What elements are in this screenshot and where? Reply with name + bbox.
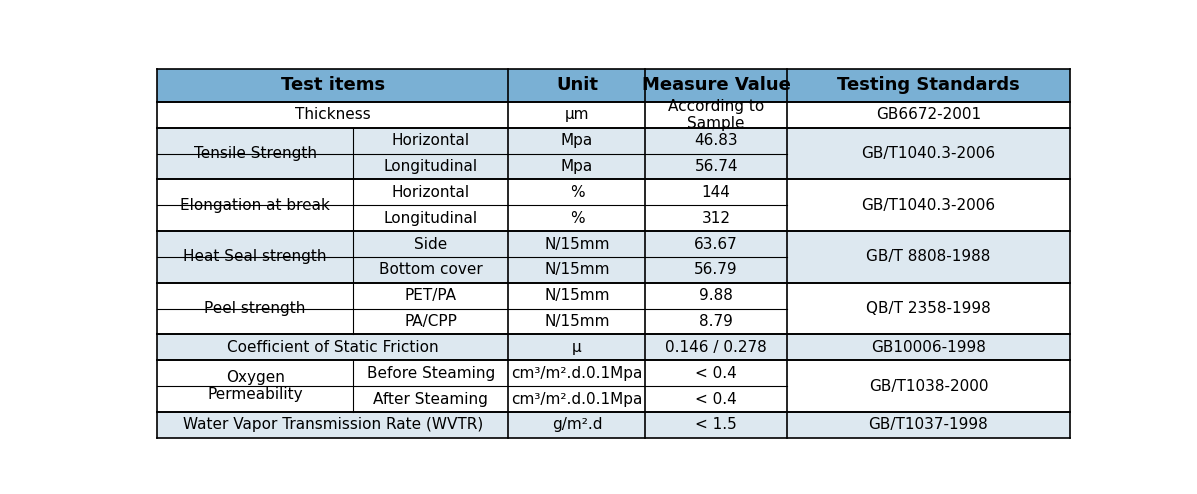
Text: Horizontal: Horizontal [391, 133, 470, 148]
Text: μ: μ [572, 340, 582, 355]
Text: Longitudinal: Longitudinal [384, 159, 478, 174]
Text: According to
Sample: According to Sample [668, 99, 764, 131]
Text: 56.74: 56.74 [694, 159, 737, 174]
Text: GB/T1040.3-2006: GB/T1040.3-2006 [862, 198, 996, 213]
Text: GB6672-2001: GB6672-2001 [876, 107, 982, 123]
Text: N/15mm: N/15mm [545, 262, 609, 277]
Text: Elongation at break: Elongation at break [181, 198, 330, 213]
Text: g/m².d: g/m².d [552, 417, 602, 432]
Text: Oxygen
Permeability: Oxygen Permeability [207, 370, 303, 402]
Text: cm³/m².d.0.1Mpa: cm³/m².d.0.1Mpa [511, 392, 643, 407]
Polygon shape [645, 69, 786, 102]
Text: Test items: Test items [281, 77, 384, 94]
Text: Horizontal: Horizontal [391, 185, 470, 200]
Polygon shape [157, 69, 509, 102]
Text: μm: μm [565, 107, 589, 123]
Text: Mpa: Mpa [561, 159, 593, 174]
Text: GB/T1040.3-2006: GB/T1040.3-2006 [862, 146, 996, 161]
Text: Before Steaming: Before Steaming [366, 366, 496, 381]
Polygon shape [157, 360, 1070, 412]
Text: Peel strength: Peel strength [205, 301, 306, 316]
Polygon shape [157, 102, 1070, 128]
Text: 9.88: 9.88 [699, 288, 733, 303]
Text: N/15mm: N/15mm [545, 288, 609, 303]
Text: Coefficient of Static Friction: Coefficient of Static Friction [227, 340, 438, 355]
Text: < 0.4: < 0.4 [695, 366, 737, 381]
Text: cm³/m².d.0.1Mpa: cm³/m².d.0.1Mpa [511, 366, 643, 381]
Text: Heat Seal strength: Heat Seal strength [183, 249, 327, 264]
Polygon shape [786, 69, 1070, 102]
Text: GB/T 8808-1988: GB/T 8808-1988 [867, 249, 991, 264]
Text: GB/T1038-2000: GB/T1038-2000 [869, 378, 989, 394]
Text: %: % [570, 185, 584, 200]
Text: Tensile Strength: Tensile Strength [194, 146, 317, 161]
Text: 46.83: 46.83 [694, 133, 739, 148]
Text: 312: 312 [701, 211, 730, 226]
Text: %: % [570, 211, 584, 226]
Text: Water Vapor Transmission Rate (WVTR): Water Vapor Transmission Rate (WVTR) [183, 417, 482, 432]
Text: After Steaming: After Steaming [373, 392, 488, 407]
Text: Measure Value: Measure Value [642, 77, 790, 94]
Text: < 1.5: < 1.5 [695, 417, 737, 432]
Polygon shape [157, 412, 1070, 438]
Text: Unit: Unit [555, 77, 598, 94]
Text: Testing Standards: Testing Standards [837, 77, 1020, 94]
Polygon shape [509, 69, 645, 102]
Polygon shape [157, 128, 1070, 179]
Text: Bottom cover: Bottom cover [379, 262, 482, 277]
Text: 0.146 / 0.278: 0.146 / 0.278 [666, 340, 767, 355]
Text: GB10006-1998: GB10006-1998 [871, 340, 986, 355]
Polygon shape [157, 283, 1070, 334]
Polygon shape [157, 179, 1070, 231]
Text: Side: Side [414, 237, 448, 251]
Text: 144: 144 [701, 185, 730, 200]
Text: 8.79: 8.79 [699, 314, 733, 329]
Text: QB/T 2358-1998: QB/T 2358-1998 [865, 301, 991, 316]
Text: N/15mm: N/15mm [545, 237, 609, 251]
Text: Thickness: Thickness [294, 107, 371, 123]
Polygon shape [157, 334, 1070, 360]
Text: Longitudinal: Longitudinal [384, 211, 478, 226]
Text: < 0.4: < 0.4 [695, 392, 737, 407]
Text: N/15mm: N/15mm [545, 314, 609, 329]
Text: Mpa: Mpa [561, 133, 593, 148]
Text: PET/PA: PET/PA [405, 288, 457, 303]
Text: 63.67: 63.67 [694, 237, 739, 251]
Text: GB/T1037-1998: GB/T1037-1998 [869, 417, 989, 432]
Text: PA/CPP: PA/CPP [405, 314, 457, 329]
Text: 56.79: 56.79 [694, 262, 739, 277]
Polygon shape [157, 231, 1070, 283]
